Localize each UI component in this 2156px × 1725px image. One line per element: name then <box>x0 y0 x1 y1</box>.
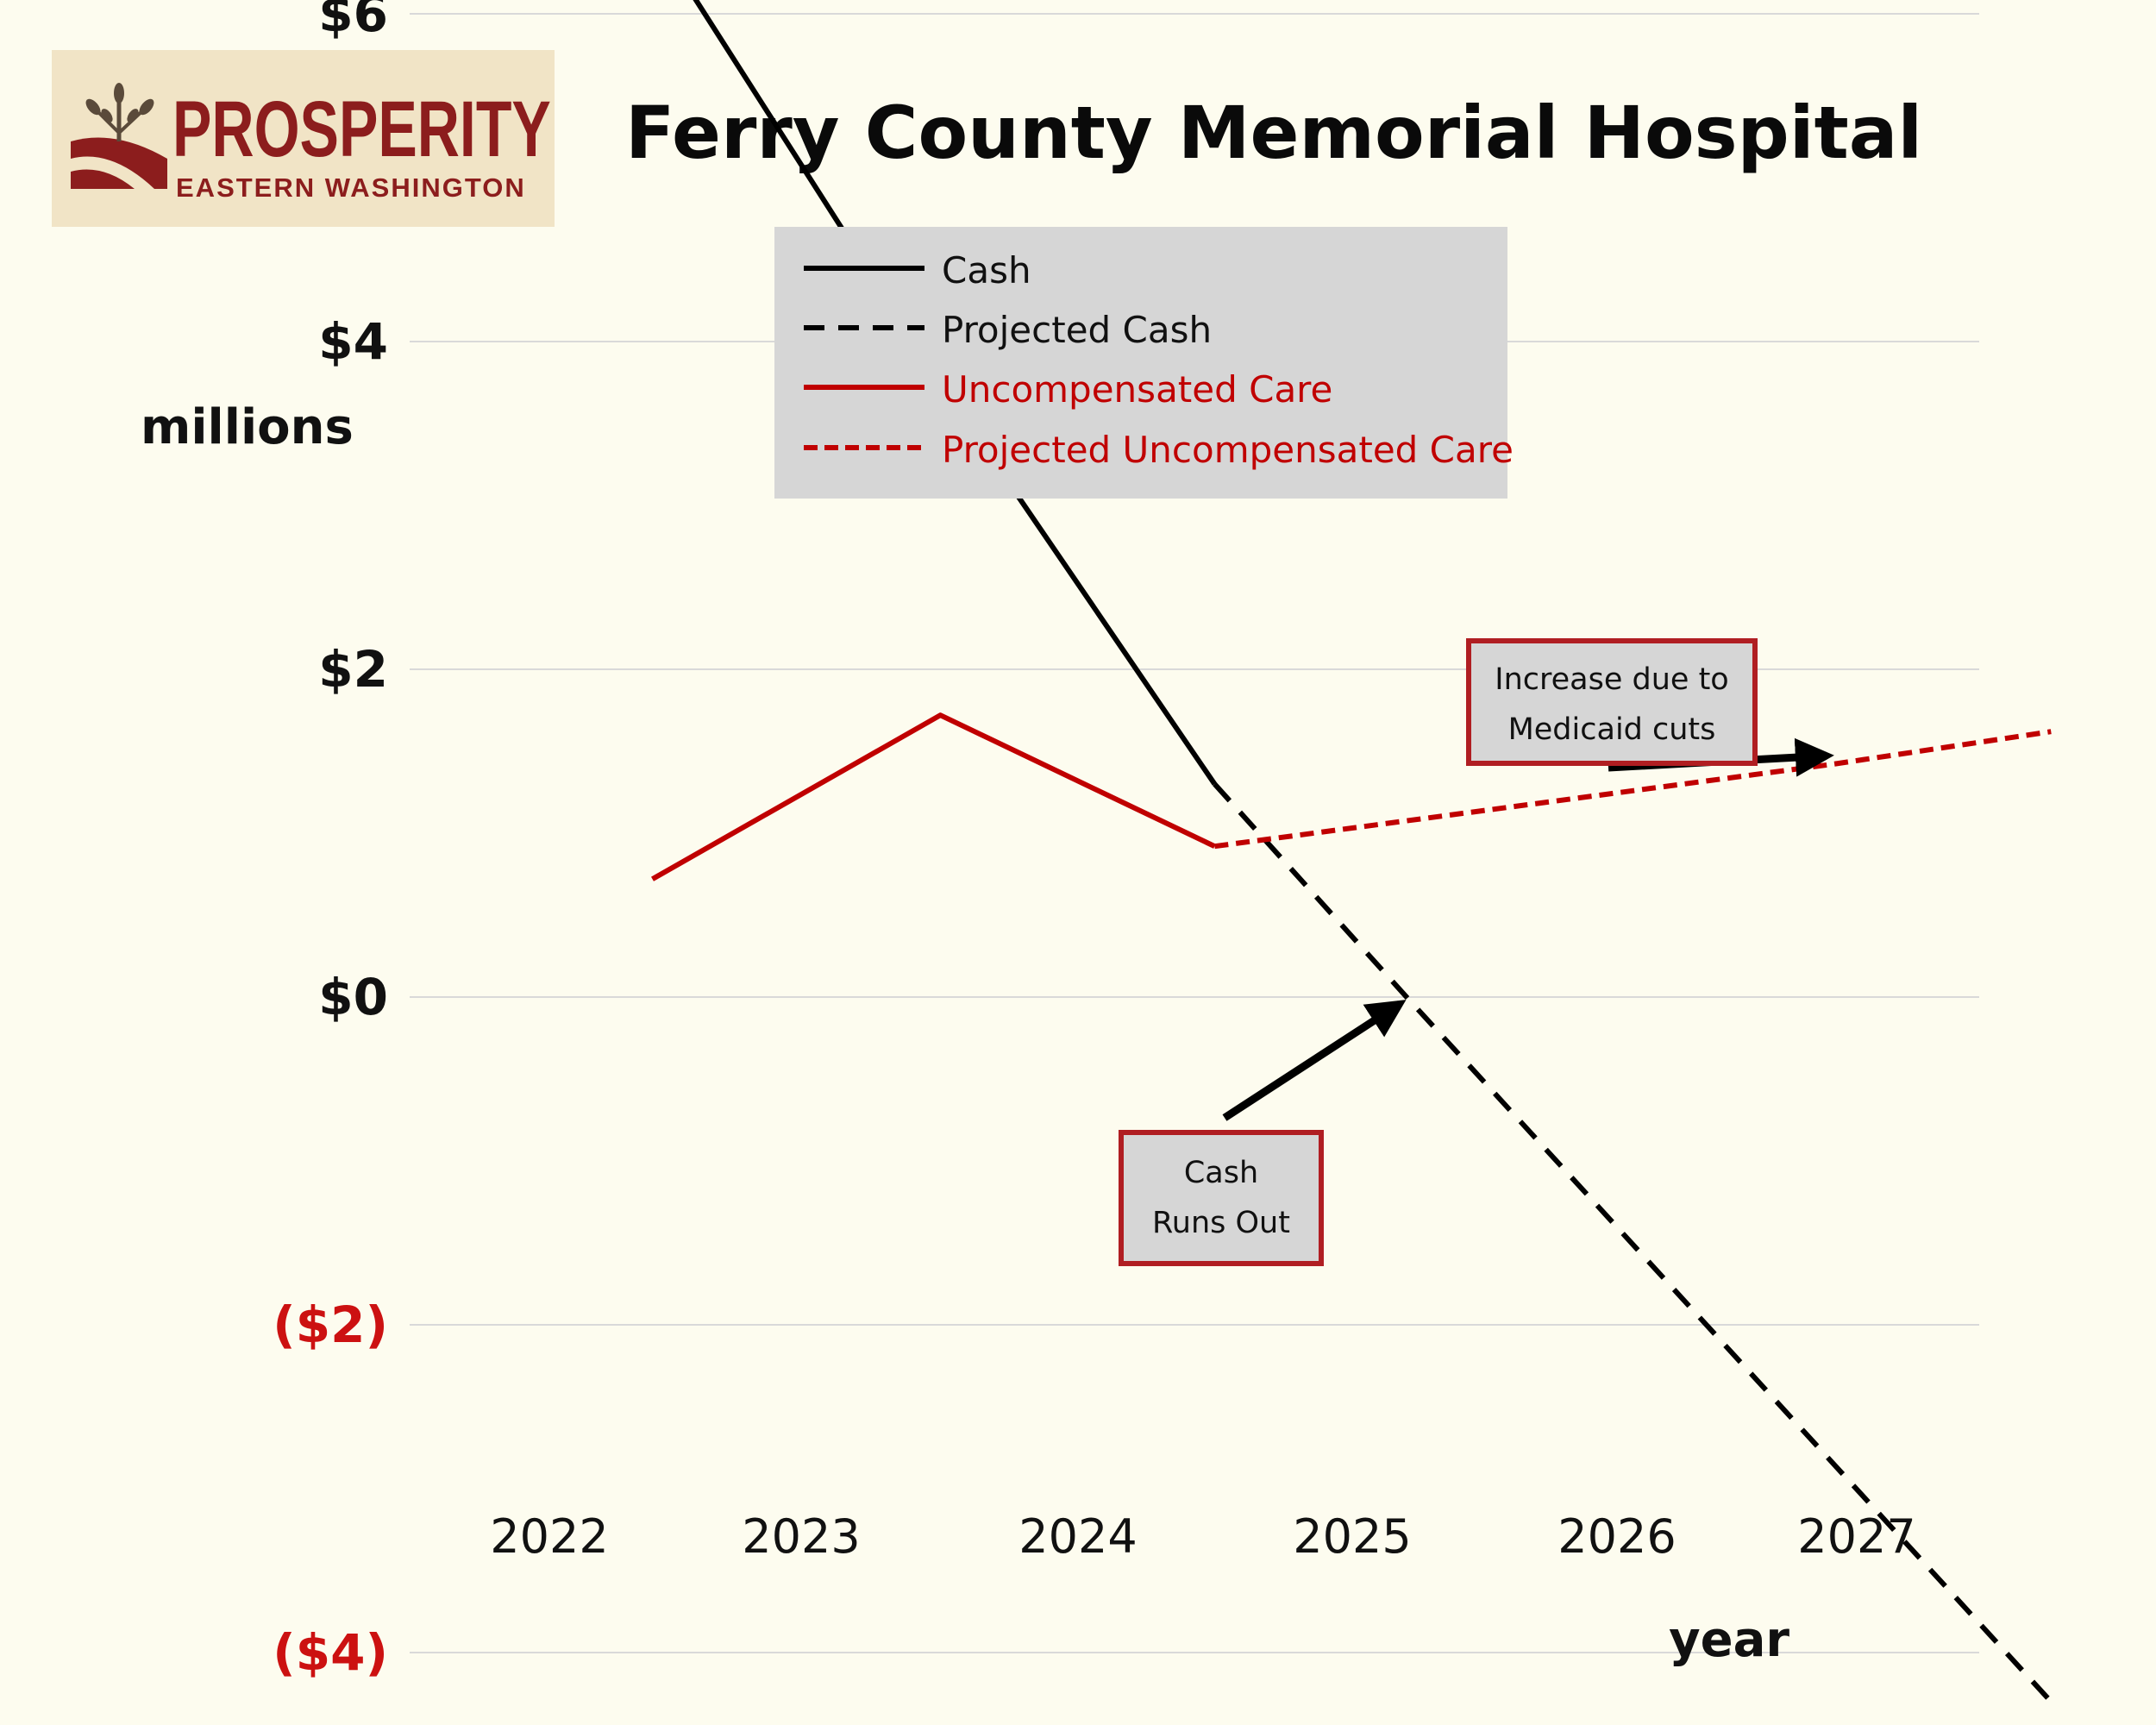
series-line-projected-cash <box>1213 781 2053 1704</box>
y-tick-label: $0 <box>318 968 388 1026</box>
legend-swatch-solid-red <box>804 385 924 390</box>
x-tick-label: 2024 <box>1018 1509 1137 1564</box>
y-tick-label: $2 <box>318 640 388 699</box>
x-tick-label: 2027 <box>1797 1509 1915 1564</box>
legend-item-cash: Cash <box>804 244 1494 296</box>
legend-label: Projected Cash <box>942 309 1213 351</box>
y-tick-label: $6 <box>318 0 388 43</box>
y-tick-label: ($4) <box>273 1623 388 1682</box>
annotation-cash-runs-out: Cash Runs Out <box>1119 1130 1324 1266</box>
annotation-line: Cash <box>1183 1156 1259 1190</box>
annotation-medicaid-cuts: Increase due to Medicaid cuts <box>1466 638 1758 766</box>
legend-item-projected-cash: Projected Cash <box>804 304 1494 355</box>
x-axis-label: year <box>1669 1612 1789 1668</box>
y-tick-label: $4 <box>318 312 388 371</box>
x-tick-label: 2023 <box>742 1509 860 1564</box>
x-tick-label: 2022 <box>490 1509 608 1564</box>
legend-label: Cash <box>942 249 1031 292</box>
y-axis-label: millions <box>141 399 354 455</box>
series-line-projected-uncompensated-care <box>1214 729 2052 850</box>
logo-subtitle: EASTERN WASHINGTON <box>176 172 526 203</box>
series-line-uncompensated-care <box>651 712 1216 881</box>
legend-item-projected-uncompensated-care: Projected Uncompensated Care <box>804 423 1514 475</box>
chart-legend: Cash Projected Cash Uncompensated Care P… <box>774 227 1514 499</box>
legend-label: Uncompensated Care <box>942 368 1333 411</box>
x-tick-label: 2025 <box>1293 1509 1411 1564</box>
annotation-arrow-cash-runs-out <box>1222 1000 1407 1121</box>
chart-title: Ferry County Memorial Hospital <box>625 91 1923 175</box>
prosperity-logo: PROSPERITY EASTERN WASHINGTON <box>52 50 555 227</box>
annotation-line: Medicaid cuts <box>1507 712 1716 747</box>
annotation-line: Runs Out <box>1152 1206 1290 1240</box>
x-tick-label: 2026 <box>1557 1509 1676 1564</box>
wheat-and-field-logo-icon <box>71 83 167 189</box>
legend-label: Projected Uncompensated Care <box>942 429 1514 471</box>
annotation-line: Increase due to <box>1495 662 1729 697</box>
y-tick-label: ($2) <box>273 1295 388 1354</box>
logo-wordmark: PROSPERITY <box>172 85 551 173</box>
legend-item-uncompensated-care: Uncompensated Care <box>804 363 1494 415</box>
legend-swatch-dotted-red <box>804 445 924 450</box>
legend-swatch-dashed-black <box>804 325 924 330</box>
legend-swatch-solid-black <box>804 266 924 271</box>
